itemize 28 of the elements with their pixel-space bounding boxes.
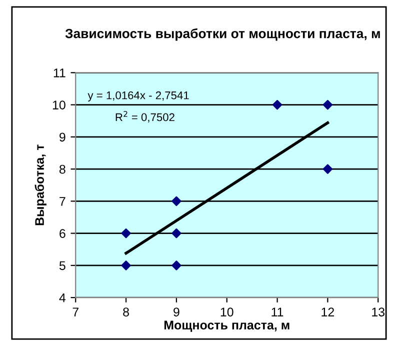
x-axis-title: Мощность пласта, м [164,320,290,332]
x-tick-label: 8 [123,308,129,316]
point [121,228,131,238]
x-tick-label: 12 [322,308,334,316]
y-axis-title: Выработка, т [34,144,46,226]
y-tick-label: 10 [52,100,66,110]
annotation: y = 1,0164x - 2,7541 [88,91,189,102]
point [172,196,182,206]
y-tick-label: 6 [60,229,66,238]
y-tick-label: 11 [54,68,66,78]
x-tick-label: 9 [174,308,180,316]
y-tick-label: 8 [59,164,66,174]
x-tick-label: 10 [220,308,234,316]
point [272,100,282,110]
y-tick-label: 9 [60,132,66,142]
y-tick-label: 5 [59,261,66,270]
point [172,260,182,270]
x-tick-label: 11 [272,308,284,316]
point [121,260,131,270]
x-tick-label: 7 [72,308,78,316]
y-tick-label: 4 [59,293,66,302]
point [172,228,182,238]
point [322,164,333,174]
chart-title: Зависимость выработки от мощности пласта, м [65,28,380,41]
annotation: R$^{2}$ = 0,7502 [116,111,174,122]
y-tick-label: 7 [60,197,66,206]
x-tick-label: 13 [372,308,385,316]
point [322,100,333,110]
